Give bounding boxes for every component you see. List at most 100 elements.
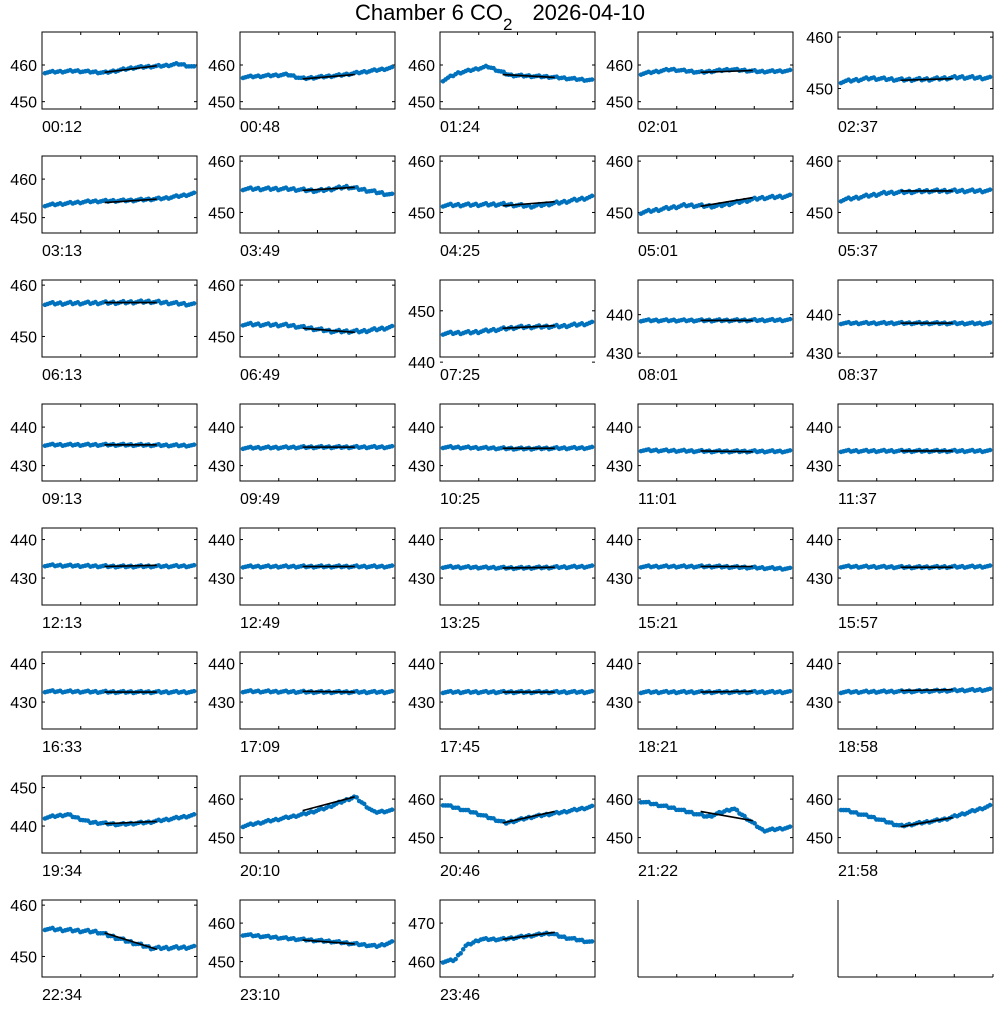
y-tick-label: 430	[806, 346, 833, 363]
y-tick-label: 430	[208, 459, 235, 476]
fit-line	[700, 196, 753, 208]
panel: 450 460 20:10	[208, 775, 396, 880]
panel-frame	[239, 403, 396, 482]
y-tick-label: 430	[208, 695, 235, 712]
panel-frame	[837, 155, 994, 234]
data-point	[589, 193, 595, 199]
panel-frame	[41, 403, 198, 482]
y-tick-label: 450	[10, 949, 37, 966]
fit-line	[502, 810, 555, 824]
y-tick-label: 460	[408, 58, 435, 75]
panel-time-label: 17:09	[240, 739, 280, 756]
fit-line	[302, 186, 355, 192]
y-tick-label: 430	[806, 571, 833, 588]
fit-line	[302, 327, 355, 334]
y-tick-label: 460	[10, 278, 37, 295]
y-tick-label: 460	[10, 58, 37, 75]
panel-time-label: 12:49	[240, 615, 280, 632]
data-point	[458, 951, 463, 956]
figure-title-date: 2026-04-10	[532, 0, 645, 25]
data-series	[638, 563, 793, 572]
data-point	[389, 688, 395, 694]
y-tick-label: 450	[10, 329, 37, 346]
panel-time-label: 12:13	[42, 615, 82, 632]
panel-time-label: 20:46	[440, 863, 480, 880]
y-tick-label: 430	[606, 459, 633, 476]
panel: 430 440 12:13	[10, 527, 198, 632]
data-point	[589, 77, 595, 82]
data-point	[361, 801, 367, 807]
y-tick-label: 460	[408, 792, 435, 809]
data-point	[787, 67, 793, 73]
y-tick-label: 450	[408, 95, 435, 112]
panel-empty	[637, 900, 794, 978]
panel: 430 440 11:01	[606, 403, 794, 508]
panel: 450 460 02:01	[606, 31, 794, 136]
data-series	[240, 183, 395, 198]
data-point	[191, 943, 197, 949]
panel-frame	[439, 155, 596, 234]
panel-time-label: 09:13	[42, 491, 82, 508]
fit-line	[900, 688, 953, 692]
y-tick-label: 440	[806, 533, 833, 550]
panel-time-label: 05:37	[838, 243, 878, 260]
panel: 450 460 00:12	[10, 31, 198, 136]
y-tick-label: 440	[10, 420, 37, 437]
y-tick-label: 450	[606, 95, 633, 112]
panel-time-label: 03:13	[42, 243, 82, 260]
panel: 450 460 21:58	[806, 775, 994, 880]
panel: 450 460 20:46	[408, 775, 596, 880]
y-tick-label: 450	[606, 831, 633, 848]
y-tick-label: 460	[806, 30, 833, 47]
data-series	[440, 63, 595, 84]
fit-line	[700, 69, 753, 74]
data-point	[787, 565, 793, 571]
fit-line	[502, 73, 555, 79]
panel-frame	[837, 403, 994, 482]
panel-frame	[837, 31, 994, 110]
data-point	[787, 688, 793, 694]
panel-time-label: 20:10	[240, 863, 280, 880]
data-point	[191, 562, 197, 568]
y-tick-label: 440	[606, 420, 633, 437]
data-point	[389, 563, 395, 568]
panel-time-label: 18:21	[638, 739, 678, 756]
y-tick-label: 450	[208, 831, 235, 848]
fit-line	[104, 820, 157, 825]
data-series	[42, 61, 197, 76]
panel: 460 470 23:46	[408, 899, 596, 1004]
panel-frame	[41, 279, 198, 358]
y-tick-label: 460	[208, 278, 235, 295]
y-tick-label: 440	[606, 308, 633, 325]
y-tick-label: 440	[806, 420, 833, 437]
data-point	[987, 320, 993, 325]
data-point	[987, 74, 993, 80]
y-tick-label: 440	[10, 657, 37, 674]
y-tick-label: 450	[408, 831, 435, 848]
data-series	[42, 812, 197, 828]
data-point	[987, 686, 993, 692]
panel-time-label: 19:34	[42, 863, 82, 880]
y-tick-label: 440	[208, 533, 235, 550]
panel-time-label: 06:13	[42, 367, 82, 384]
y-tick-label: 440	[606, 657, 633, 674]
panel-time-label: 21:58	[838, 863, 878, 880]
y-tick-label: 440	[10, 533, 37, 550]
y-tick-label: 450	[408, 304, 435, 321]
y-tick-label: 430	[10, 695, 37, 712]
y-tick-label: 440	[408, 657, 435, 674]
fit-line	[302, 939, 355, 945]
y-tick-label: 460	[806, 154, 833, 171]
y-tick-label: 450	[806, 205, 833, 222]
data-point	[389, 191, 395, 197]
fit-line	[104, 932, 157, 951]
panel-frame	[637, 403, 794, 482]
y-tick-label: 430	[10, 571, 37, 588]
y-tick-label: 430	[606, 571, 633, 588]
panel-time-label: 18:58	[838, 739, 878, 756]
data-point	[589, 444, 595, 450]
y-tick-label: 450	[208, 955, 235, 972]
data-point	[191, 688, 197, 694]
y-tick-label: 460	[208, 792, 235, 809]
